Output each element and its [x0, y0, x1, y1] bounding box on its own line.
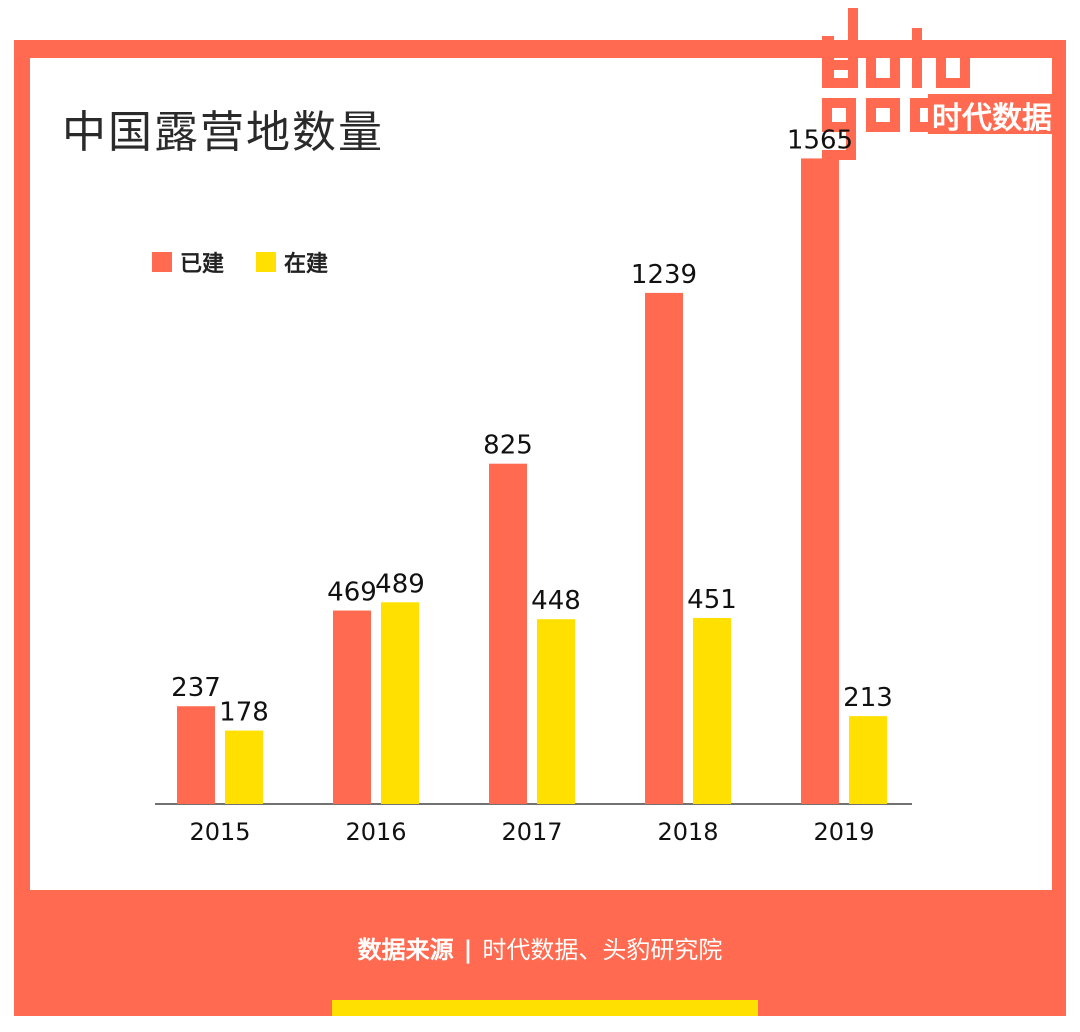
source-text: 时代数据、头豹研究院 — [482, 936, 723, 964]
legend-swatch-built — [152, 252, 172, 272]
legend-label-built: 已建 — [180, 252, 225, 277]
logo-cn-text: 时代数据 — [932, 101, 1052, 136]
source-label: 数据来源 — [357, 936, 454, 964]
legend-item-built: 已建 — [152, 246, 224, 278]
data-source: 数据来源 | 时代数据、头豹研究院 — [0, 930, 1080, 965]
bottom-accent-strip — [332, 1000, 758, 1016]
chart-panel — [30, 58, 1052, 890]
legend-swatch-building — [256, 252, 277, 272]
chart-title: 中国露营地数量 — [62, 107, 384, 158]
legend-label-building: 在建 — [284, 252, 329, 277]
source-separator: | — [463, 936, 473, 964]
chart-legend: 已建 在建 — [152, 246, 328, 278]
datagood-logo: 时代数据 — [822, 8, 1056, 160]
legend-item-building: 在建 — [256, 246, 328, 278]
